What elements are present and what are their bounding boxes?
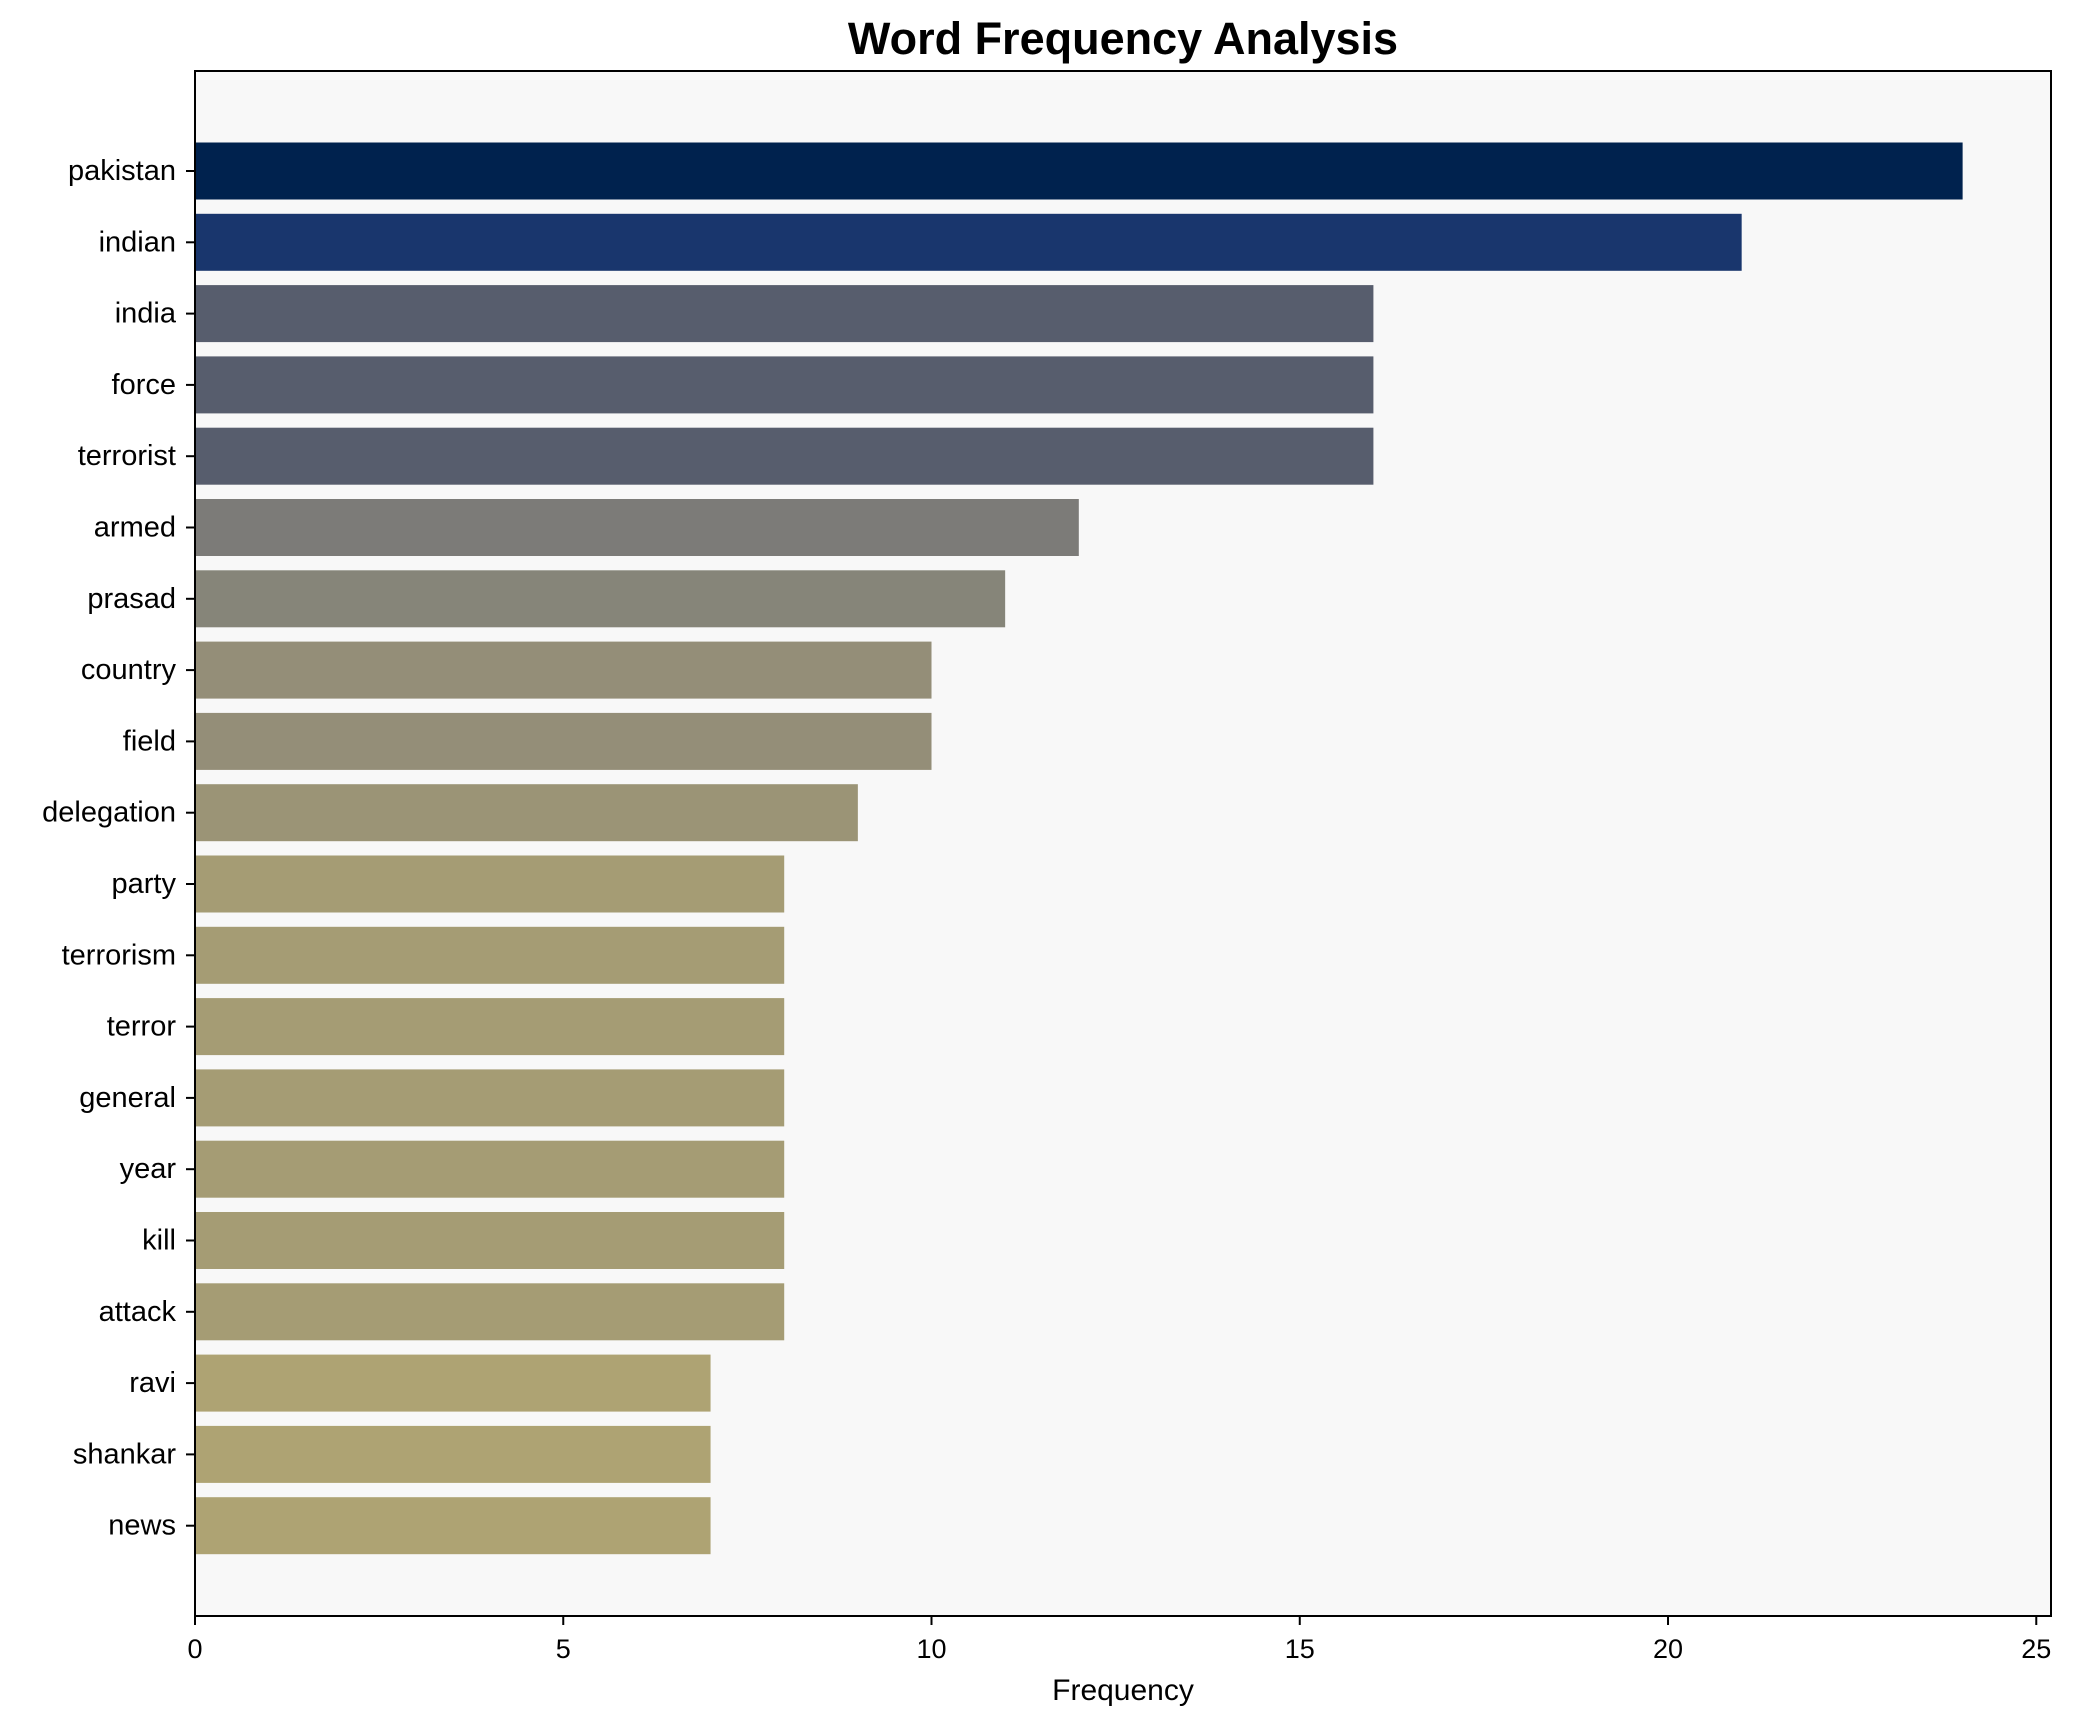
y-tick-label: year xyxy=(120,1153,177,1185)
y-tick-label: terrorism xyxy=(62,939,176,971)
bar-pakistan xyxy=(195,142,1963,200)
y-tick-label: party xyxy=(112,868,177,900)
y-tick-label: attack xyxy=(99,1296,177,1328)
y-tick-label: india xyxy=(115,298,177,330)
bar-attack xyxy=(195,1283,785,1341)
x-axis-ticks: 0 5 10 15 20 25 xyxy=(187,1616,2051,1664)
bar-terrorism xyxy=(195,926,785,984)
bar-prasad xyxy=(195,570,1006,628)
bar-ravi xyxy=(195,1354,711,1412)
x-tick-label: 5 xyxy=(556,1634,571,1664)
y-axis-ticks: pakistan indian india force terrorist armed pr… xyxy=(42,155,195,1542)
bar-indian xyxy=(195,213,1742,271)
x-tick-label: 0 xyxy=(187,1634,202,1664)
bar-country xyxy=(195,641,932,699)
plot-frame xyxy=(194,70,2052,1617)
bar-news xyxy=(195,1497,711,1555)
bar-party xyxy=(195,855,785,913)
y-tick-label: shankar xyxy=(73,1438,177,1470)
bar-general xyxy=(195,1069,785,1127)
y-tick-label: pakistan xyxy=(68,155,176,187)
x-tick-label: 10 xyxy=(916,1634,946,1664)
bar-terror xyxy=(195,998,785,1056)
bar-delegation xyxy=(195,784,858,842)
y-tick-label: prasad xyxy=(87,583,176,615)
x-tick-label: 15 xyxy=(1285,1634,1315,1664)
bar-kill xyxy=(195,1212,785,1269)
bar-force xyxy=(195,356,1374,414)
x-tick-label: 20 xyxy=(1653,1634,1683,1664)
x-axis-label: Frequency xyxy=(1052,1674,1194,1707)
bars xyxy=(195,142,1963,1555)
bar-armed xyxy=(195,499,1079,556)
bar-year xyxy=(195,1140,785,1198)
x-tick-label: 25 xyxy=(2021,1634,2051,1664)
y-tick-label: kill xyxy=(142,1225,176,1257)
bar-terrorist xyxy=(195,427,1374,485)
bar-field xyxy=(195,712,932,770)
y-tick-label: armed xyxy=(94,512,176,544)
y-tick-label: ravi xyxy=(129,1367,176,1399)
y-tick-label: terror xyxy=(107,1011,177,1043)
bar-shankar xyxy=(195,1425,711,1483)
y-tick-label: country xyxy=(81,654,177,686)
y-tick-label: news xyxy=(108,1510,176,1542)
y-tick-label: force xyxy=(112,369,176,401)
y-tick-label: delegation xyxy=(42,797,176,829)
y-tick-label: indian xyxy=(99,226,176,258)
y-tick-label: general xyxy=(79,1082,176,1114)
chart-title: Word Frequency Analysis xyxy=(848,13,1398,64)
bar-india xyxy=(195,285,1374,343)
y-tick-label: field xyxy=(123,725,176,757)
y-tick-label: terrorist xyxy=(78,440,176,472)
